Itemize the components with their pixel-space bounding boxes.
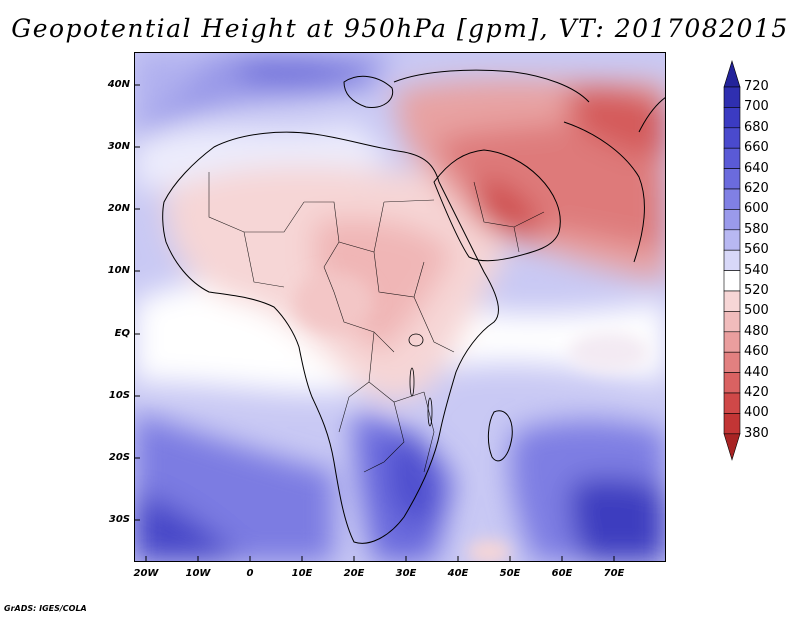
colorbar-swatch — [723, 229, 741, 251]
colorbar-swatch — [723, 127, 741, 149]
colorbar-swatch — [723, 209, 741, 231]
colorbar-swatch — [723, 290, 741, 312]
colorbar-label: 520 — [744, 283, 769, 298]
lon-label-20e: 20E — [343, 568, 365, 579]
colorbar-swatch — [723, 168, 741, 190]
lat-label-10s: 10S — [108, 390, 130, 401]
lon-label-50e: 50E — [499, 568, 521, 579]
lat-label-30n: 30N — [107, 141, 130, 152]
height-field-detail — [294, 272, 649, 562]
lon-label-30e: 30E — [395, 568, 417, 579]
lat-label-40n: 40N — [107, 79, 130, 90]
map-frame — [134, 52, 666, 562]
colorbar-swatch — [723, 107, 741, 129]
colorbar-label: 480 — [744, 323, 769, 339]
colorbar-swatch — [723, 147, 741, 169]
colorbar-swatch — [723, 372, 741, 394]
colorbar-swatch — [723, 413, 741, 435]
colorbar-label: 600 — [744, 201, 769, 217]
lat-label-20n: 20N — [107, 203, 130, 214]
colorbar-label: 660 — [744, 140, 769, 156]
lat-ticks — [134, 84, 140, 521]
lon-label-0: 0 — [246, 568, 254, 579]
chart-title: Geopotential Height at 950hPa [gpm], VT:… — [11, 14, 789, 43]
lat-label-10n: 10N — [107, 265, 130, 276]
lon-label-70e: 70E — [603, 568, 625, 579]
colorbar-swatch — [723, 270, 741, 292]
colorbar-label: 380 — [744, 425, 769, 441]
lon-label-10w: 10W — [185, 568, 211, 579]
colorbar-swatch — [723, 249, 741, 271]
colorbar-label: 540 — [744, 262, 769, 278]
colorbar-label: 400 — [744, 405, 769, 421]
country-borders — [208, 172, 545, 473]
colorbar-swatch — [723, 188, 741, 210]
lat-label-eq: EQ — [114, 328, 130, 339]
lat-label-30s: 30S — [108, 514, 130, 525]
geopotential-map — [134, 52, 666, 562]
colorbar-swatch — [723, 311, 741, 333]
colorbar-label: 440 — [744, 364, 769, 380]
lat-label-20s: 20S — [108, 452, 130, 463]
colorbar-label: 640 — [744, 160, 769, 176]
colorbar-swatch — [723, 331, 741, 353]
colorbar-label: 560 — [744, 242, 769, 258]
colorbar-label: 620 — [744, 181, 769, 196]
colorbar-swatch — [723, 60, 741, 88]
colorbar-label: 720 — [744, 79, 769, 94]
map-border — [134, 52, 666, 562]
colorbar-swatch — [723, 351, 741, 373]
colorbar-label: 500 — [744, 303, 769, 319]
coastlines — [162, 69, 666, 544]
footer-credit: GrADS: IGES/COLA — [4, 604, 87, 613]
colorbar-label: 420 — [744, 385, 769, 400]
colorbar-label: 700 — [744, 99, 769, 115]
colorbar-label: 680 — [744, 119, 769, 135]
colorbar — [723, 60, 741, 461]
colorbar-swatch — [723, 433, 741, 461]
lakes — [408, 333, 433, 427]
colorbar-swatch — [723, 86, 741, 108]
lon-label-60e: 60E — [551, 568, 573, 579]
lon-label-20w: 20W — [133, 568, 159, 579]
colorbar-label: 580 — [744, 221, 769, 237]
lon-label-40e: 40E — [447, 568, 469, 579]
colorbar-swatch — [723, 392, 741, 414]
colorbar-label: 460 — [744, 344, 769, 360]
lon-ticks — [145, 556, 615, 562]
lon-label-10e: 10E — [291, 568, 313, 579]
